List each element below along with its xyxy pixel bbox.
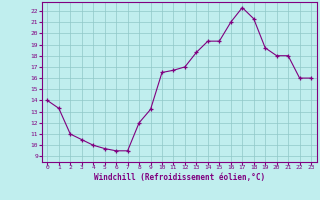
X-axis label: Windchill (Refroidissement éolien,°C): Windchill (Refroidissement éolien,°C) <box>94 173 265 182</box>
